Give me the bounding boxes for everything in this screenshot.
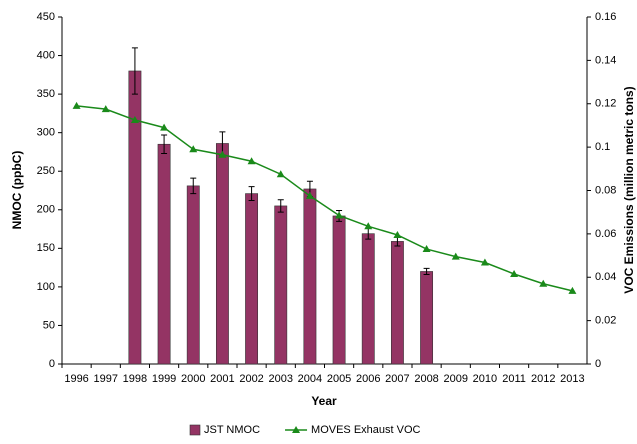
bar [245,193,259,365]
bar [274,205,288,365]
legend-marker [292,426,301,433]
legend-label: MOVES Exhaust VOC [311,424,420,436]
bar [332,215,346,365]
line-marker [422,245,431,253]
line-marker [101,105,110,113]
x-tick-label: 2002 [239,373,263,385]
line-marker [568,286,577,294]
y-axis-title: NMOC (ppbC) [10,151,24,230]
legend-label: JST NMOC [204,424,260,436]
x-tick-label: 2011 [502,373,526,385]
error-bar [161,134,168,154]
line-marker [130,116,139,124]
bar [361,233,375,365]
x-axis-title: Year [311,394,337,408]
line-marker [451,252,460,260]
x-tick-label: 1996 [64,373,88,385]
bar [303,188,317,365]
y-tick-label: 350 [37,88,55,100]
x-tick-label: 2008 [414,373,438,385]
y-tick-label: 0 [49,358,55,370]
y-tick-label: 400 [37,49,55,61]
y-tick-label: 100 [37,281,55,293]
line [76,105,573,292]
line-marker [393,230,402,238]
y-tick-label: 300 [37,127,55,139]
bar [186,185,200,365]
x-tick-label: 2003 [269,373,293,385]
x-tick-label: 2000 [181,373,205,385]
bar [420,271,434,365]
x-tick-label: 2005 [327,373,351,385]
y-tick-label: 150 [37,242,55,254]
legend-swatch [189,424,201,436]
error-bar [277,199,284,213]
x-tick-label: 2010 [473,373,497,385]
line-marker [160,123,169,131]
line-marker [276,170,285,178]
line-marker [218,150,227,158]
error-bar [131,47,138,95]
bar [157,143,171,365]
error-bar [248,186,255,202]
y2-axis-title: VOC Emissions (million metric tons) [622,86,636,293]
y-tick-label: 250 [37,165,55,177]
x-tick-label: 1998 [123,373,147,385]
x-tick-label: 2009 [444,373,468,385]
y2-tick-label: 0.08 [595,184,616,196]
y2-tick-label: 0.04 [595,271,616,283]
x-tick-label: 1997 [94,373,118,385]
bar [215,143,229,365]
y-tick-label: 200 [37,204,55,216]
y2-tick-label: 0.14 [595,54,616,66]
line-marker [72,101,81,109]
y-tick-label: 450 [37,11,55,23]
bar [128,70,142,365]
line-marker [189,145,198,153]
x-tick-label: 1999 [152,373,176,385]
y2-tick-label: 0.16 [595,11,616,23]
line-marker [305,191,314,199]
line-marker [510,269,519,277]
bar [390,241,404,365]
line-marker [480,258,489,266]
x-tick-label: 2006 [356,373,380,385]
line-marker [364,222,373,230]
y2-tick-label: 0.12 [595,98,616,110]
x-tick-label: 2007 [385,373,409,385]
y2-tick-label: 0.1 [595,141,610,153]
x-tick-label: 2001 [210,373,234,385]
y-tick-label: 50 [43,319,55,331]
x-tick-label: 2013 [560,373,584,385]
line-marker [335,211,344,219]
y2-tick-label: 0.02 [595,315,616,327]
y2-tick-label: 0.06 [595,228,616,240]
x-tick-label: 2004 [298,373,322,385]
error-bar [423,267,430,276]
error-bar [190,177,197,195]
x-tick-label: 2012 [531,373,555,385]
line-marker [539,279,548,287]
y2-tick-label: 0 [595,358,601,370]
line-marker [247,157,256,165]
